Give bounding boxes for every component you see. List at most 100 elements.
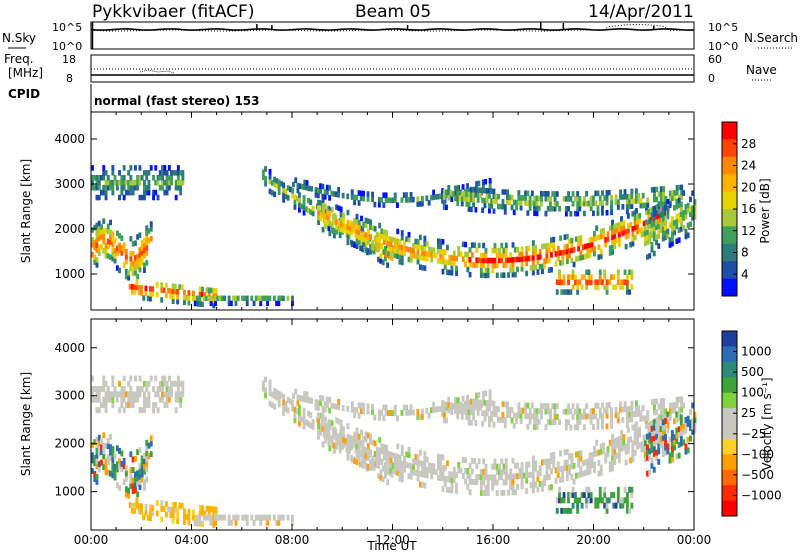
velocity-cell (335, 403, 338, 410)
power-cell (319, 188, 322, 194)
power-cell (366, 191, 370, 197)
power-cell (601, 190, 604, 196)
velocity-cell (268, 514, 272, 521)
velocity-cell (565, 459, 569, 466)
power-cell (630, 284, 634, 290)
velocity-cell (650, 447, 654, 453)
power-cell (626, 213, 630, 219)
velocity-cell (353, 407, 356, 413)
velocity-cell (623, 486, 627, 493)
power-cell (102, 248, 106, 254)
power-cell (400, 197, 404, 203)
power-cell (481, 187, 485, 194)
power-cell (423, 235, 427, 242)
velocity-cell (369, 449, 372, 456)
velocity-cell (467, 414, 471, 421)
velocity-cell (643, 450, 647, 457)
velocity-cell (455, 472, 458, 479)
velocity-cell (281, 514, 285, 521)
velocity-cell (375, 446, 379, 453)
velocity-cell (434, 406, 438, 413)
power-cell (647, 213, 651, 219)
power-cell (614, 199, 618, 206)
power-cell (104, 252, 108, 259)
power-cell (563, 249, 567, 255)
power-cell (442, 194, 446, 200)
power-cell (506, 194, 509, 200)
velocity-cell (652, 419, 656, 426)
velocity-cell (423, 472, 427, 478)
velocity-cell (598, 413, 602, 419)
velocity-cell (295, 408, 299, 415)
velocity-cell (650, 436, 654, 443)
power-cell (657, 223, 661, 230)
velocity-cell (353, 431, 357, 438)
power-cell (403, 245, 406, 252)
velocity-cell (389, 410, 393, 416)
power-cell (475, 257, 479, 263)
power-cell (391, 252, 395, 258)
velocity-cell (579, 450, 583, 457)
velocity-cell (106, 391, 110, 398)
power-cell (534, 244, 538, 251)
velocity-cell (277, 401, 281, 408)
velocity-cell (369, 438, 372, 445)
velocity-cell (268, 379, 272, 386)
power-cell (524, 200, 528, 206)
power-cell (382, 202, 386, 208)
power-cell (389, 197, 393, 204)
power-cell (648, 218, 652, 225)
velocity-cell (488, 399, 492, 406)
velocity-cell (412, 458, 415, 465)
velocity-cell (641, 405, 645, 411)
power-cell (670, 241, 674, 247)
velocity-cell (174, 407, 178, 414)
velocity-cell (134, 476, 137, 483)
power-cell (486, 272, 490, 279)
velocity-cell (398, 470, 402, 477)
power-cell (136, 175, 140, 181)
velocity-cell (95, 386, 99, 392)
power-cell (582, 274, 586, 280)
power-cell (668, 237, 672, 243)
velocity-cell (127, 396, 131, 403)
velocity-cell (223, 514, 227, 521)
velocity-cell (373, 440, 377, 447)
power-cell (323, 223, 327, 229)
velocity-cell (149, 440, 153, 447)
velocity-cell (145, 476, 149, 483)
power-cell (173, 288, 177, 295)
velocity-cell (611, 449, 614, 456)
velocity-cell (479, 479, 483, 486)
power-cell (277, 184, 281, 190)
velocity-cell (138, 391, 142, 398)
y-tick-label: 3000 (54, 389, 85, 403)
x-tick-label: 00:00 (677, 533, 712, 547)
power-cell (610, 274, 613, 280)
velocity-cell (97, 386, 101, 392)
power-cell (286, 185, 290, 191)
velocity-cell (629, 457, 633, 464)
velocity-cell (314, 399, 318, 405)
power-cell (577, 245, 581, 252)
power-cell (172, 170, 176, 176)
power-cell (144, 290, 148, 297)
power-cell (467, 206, 471, 212)
velocity-cell (302, 423, 306, 430)
velocity-cell (129, 386, 133, 392)
velocity-cell (582, 408, 586, 415)
power-cell (158, 175, 162, 181)
power-cell (140, 245, 144, 251)
velocity-cell (630, 400, 634, 407)
power-cell (559, 235, 562, 241)
velocity-cell (332, 403, 336, 410)
velocity-cell (571, 502, 575, 509)
power-cell (234, 295, 238, 302)
velocity-cell (589, 413, 593, 420)
power-cell (145, 235, 149, 241)
velocity-cell (124, 470, 128, 477)
velocity-cell (286, 514, 290, 521)
power-cell (165, 175, 169, 181)
power-cell (178, 284, 182, 290)
velocity-cell (597, 470, 601, 477)
